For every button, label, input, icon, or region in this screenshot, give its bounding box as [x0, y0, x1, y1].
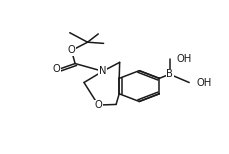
Text: N: N: [98, 66, 106, 76]
Text: O: O: [67, 45, 75, 55]
Text: O: O: [94, 100, 102, 110]
Text: O: O: [52, 65, 60, 75]
Text: OH: OH: [176, 54, 191, 64]
Text: B: B: [165, 69, 172, 79]
Text: OH: OH: [196, 77, 211, 87]
